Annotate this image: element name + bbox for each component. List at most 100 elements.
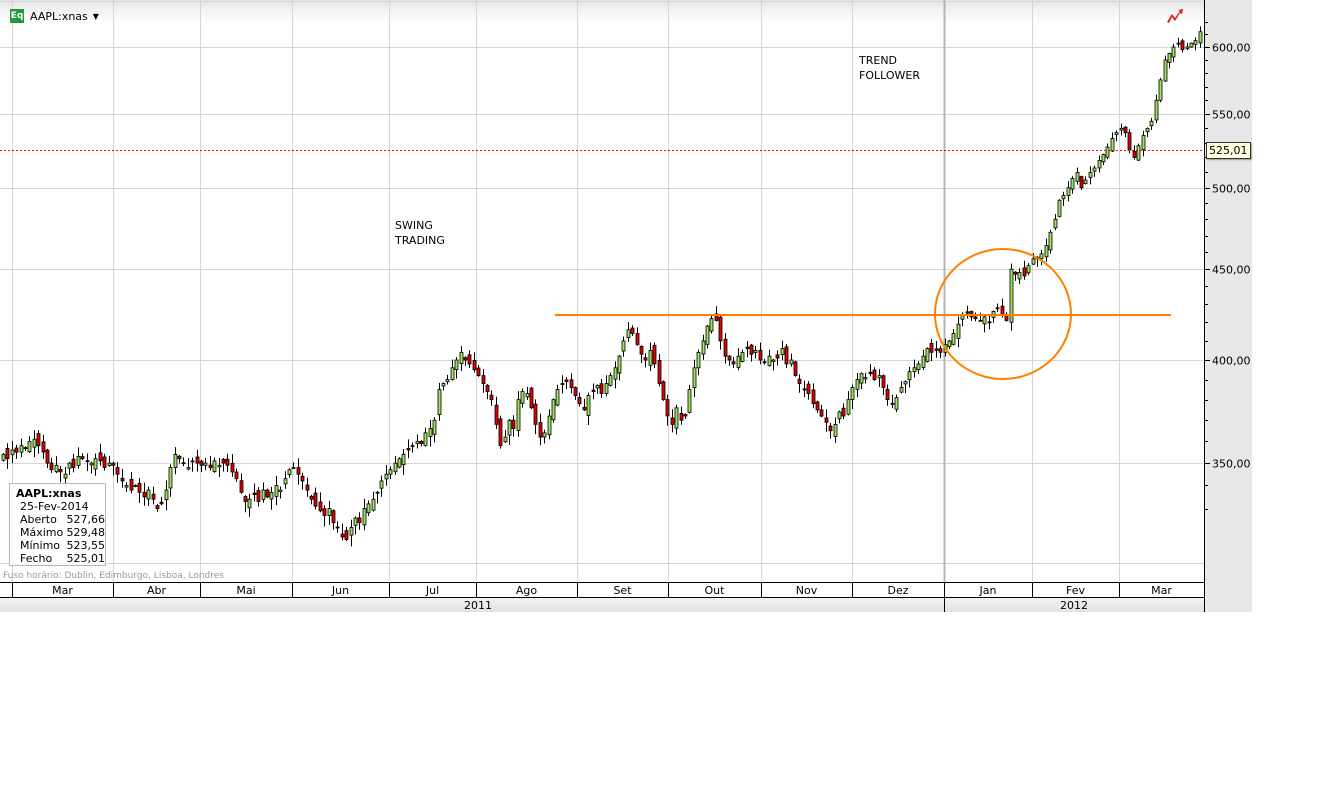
candle-body (551, 399, 556, 421)
candle-body (1097, 160, 1102, 169)
month-label: Fev (1066, 584, 1085, 597)
candle-body (696, 351, 701, 369)
candle-body (498, 418, 503, 447)
candle-body (23, 447, 28, 450)
candle-body (1145, 127, 1150, 133)
candle-body (608, 375, 613, 386)
candle-body (384, 473, 389, 480)
candle-body (221, 458, 226, 464)
candle-body (186, 467, 191, 470)
candle-body (371, 498, 376, 511)
candle-body (1149, 120, 1154, 127)
header-gradient (0, 0, 1204, 22)
candle-body (432, 419, 437, 435)
candle-body (661, 381, 666, 401)
timezone-label: Fuso horário: Dublin, Edimburgo, Lisboa,… (3, 571, 224, 581)
candle-body (472, 360, 477, 371)
year-band (0, 597, 1204, 612)
candle-body (564, 379, 569, 382)
candle-body (313, 492, 318, 507)
candle-body (85, 460, 90, 463)
candle-body (168, 467, 173, 489)
month-label: Jan (979, 584, 997, 597)
candle-body (903, 381, 908, 385)
candle-body (1136, 145, 1141, 161)
candle-body (406, 448, 411, 451)
legend-label: Mínimo (20, 539, 61, 552)
candle-body (683, 414, 688, 417)
candle-body (1198, 31, 1203, 44)
candle-body (1022, 267, 1027, 277)
candle-body (982, 316, 987, 325)
candle-body (811, 389, 816, 405)
dropdown-caret-icon[interactable]: ▼ (92, 11, 99, 21)
candle-body (718, 316, 723, 342)
legend-row: Máximo 529,48 (16, 526, 105, 539)
candle-body (1031, 258, 1036, 265)
candle-body (577, 396, 582, 405)
legend-symbol: AAPL:xnas (16, 487, 82, 500)
candle-body (850, 387, 855, 401)
legend-value: 529,48 (66, 526, 106, 539)
candle-body (511, 419, 516, 429)
swing-trading-annotation: SWING TRADING (395, 218, 445, 248)
candle-body (401, 453, 406, 466)
candle-body (1185, 46, 1190, 49)
candle-body (195, 456, 200, 464)
candle-body (934, 348, 939, 351)
candle-body (665, 399, 670, 417)
candle-body (129, 478, 134, 491)
candle-body (287, 469, 292, 476)
candle-body (239, 480, 244, 493)
data-legend: AAPL:xnas 25-Fev-2014 Aberto 527,66 Máxim… (9, 483, 106, 566)
breakout-circle[interactable] (934, 248, 1072, 380)
y-tick-label: 350,00 (1212, 458, 1251, 471)
candle-body (643, 357, 648, 361)
candle-body (639, 346, 644, 355)
candle-body (67, 462, 72, 469)
candlestick-chart[interactable]: 350,00 400,00 450,00 500,00 550,00 600,00 Mar… (0, 0, 1252, 612)
candle-body (542, 432, 547, 438)
candle-body (296, 467, 301, 475)
symbol-selector[interactable]: Eq AAPL:xnas ▼ (10, 9, 99, 23)
candle-body (771, 359, 776, 362)
year-label: 2011 (464, 599, 492, 612)
candle-body (709, 318, 714, 332)
annotation-line: TRADING (395, 234, 445, 247)
candle-body (1154, 99, 1159, 121)
candle-body (489, 394, 494, 401)
candle-body (1057, 199, 1062, 217)
candle-body (995, 307, 1000, 310)
candle-body (155, 505, 160, 509)
candle-body (872, 369, 877, 380)
candle-body (921, 355, 926, 368)
candle-body (630, 327, 635, 334)
candle-body (912, 367, 917, 373)
candle-body (1, 453, 6, 461)
candle-body (1053, 218, 1058, 229)
alert-icon[interactable] (1167, 9, 1183, 23)
candle-body (599, 383, 604, 394)
legend-row: Fecho 525,01 (16, 552, 105, 565)
candle-body (687, 389, 692, 413)
candle-body (1193, 40, 1198, 45)
legend-value: 527,66 (66, 513, 106, 526)
candle-body (1132, 151, 1137, 158)
y-tick-label: 500,00 (1212, 183, 1251, 196)
candle-body (428, 428, 433, 438)
candle-body (1000, 305, 1005, 316)
candle-body (621, 340, 626, 352)
candle-body (951, 333, 956, 345)
candle-body (573, 387, 578, 396)
candle-body (58, 468, 63, 473)
candle-body (1048, 231, 1053, 251)
y-tick-label: 600,00 (1212, 42, 1251, 55)
candle-body (467, 354, 472, 365)
candle-body (1083, 179, 1088, 184)
candle-body (555, 389, 560, 406)
candle-body (274, 485, 279, 497)
price-axis-panel (1204, 0, 1252, 612)
candle-body (357, 517, 362, 524)
candle-body (978, 319, 983, 322)
candle-body (441, 383, 446, 387)
